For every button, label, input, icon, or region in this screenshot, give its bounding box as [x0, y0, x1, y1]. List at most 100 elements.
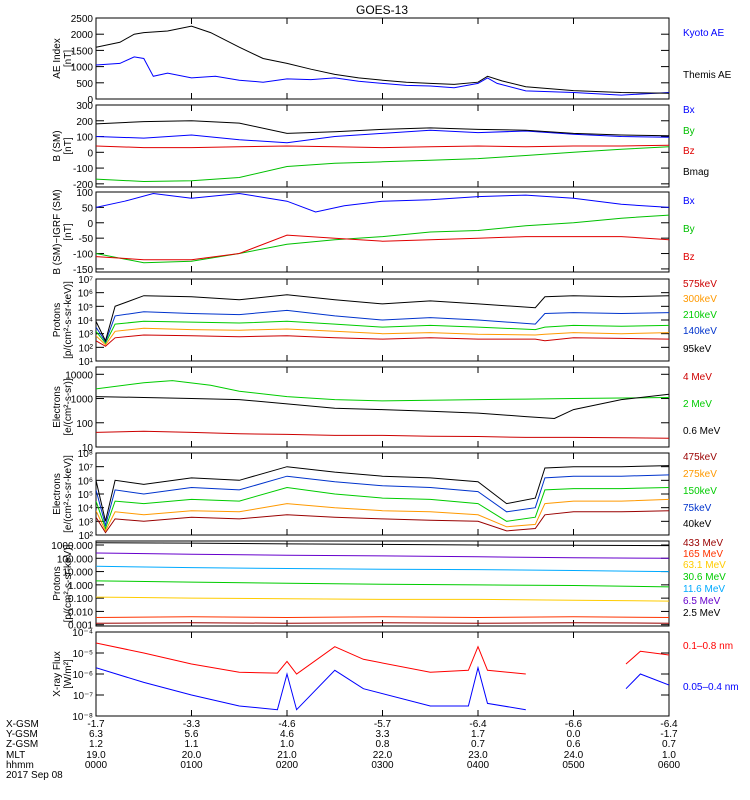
legend-label: 75keV — [683, 503, 712, 514]
y-tick-label: 10⁶ — [78, 476, 93, 487]
y-tick-label: 10⁷ — [78, 275, 93, 286]
legend-label: 140keV — [683, 326, 717, 337]
y-tick-label: 10⁸ — [78, 449, 93, 460]
y-tick-label: 10⁴ — [78, 316, 93, 327]
series-line — [96, 393, 669, 420]
legend-label: 30.6 MeV — [683, 572, 726, 583]
ephemeris-value: 0000 — [85, 760, 108, 771]
ephemeris-row-label: Z-GSM — [6, 739, 38, 750]
ephemeris-value: 6.3 — [89, 729, 103, 740]
ephemeris-value: 0400 — [467, 760, 490, 771]
y-tick-label: 100 — [76, 133, 93, 144]
series-line — [96, 486, 669, 531]
y-tick-label: 1.000 — [68, 581, 93, 592]
y-tick-label: 10⁻⁸ — [72, 712, 93, 723]
y-tick-label: 200 — [76, 117, 93, 128]
legend-label: 150keV — [683, 486, 717, 497]
series-line — [96, 542, 669, 547]
legend-label: Bz — [683, 252, 695, 263]
y-tick-label: 10³ — [79, 330, 94, 341]
y-tick-label: 1000 — [71, 63, 94, 74]
y-axis-label: [p/(cm²-s-sr-keV)] — [63, 544, 74, 622]
ephemeris-value: 0.7 — [471, 739, 485, 750]
y-tick-label: 10⁻⁷ — [73, 691, 93, 702]
y-tick-label: 0 — [87, 95, 93, 106]
ephemeris-value: 1.0 — [662, 750, 676, 761]
ephemeris-row-label: MLT — [6, 750, 25, 761]
legend-label: 300keV — [683, 294, 717, 305]
legend-label: 2.5 MeV — [683, 608, 721, 619]
series-line — [96, 234, 669, 261]
series-line — [96, 129, 669, 144]
series-line — [96, 430, 669, 439]
ephemeris-value: 3.3 — [376, 729, 390, 740]
legend-label: Themis AE — [683, 70, 732, 81]
y-axis-label: B (SM)−IGRF (SM) — [52, 189, 63, 274]
ephemeris-value: 0.8 — [376, 739, 390, 750]
series-line — [96, 320, 669, 345]
ephemeris-value: 1.7 — [471, 729, 485, 740]
series-line — [96, 616, 669, 619]
panel-1: 0 500 1000 1500 2000 2500 AE Index [nT] Kyoto AE… — [52, 14, 732, 106]
ephemeris-row-label: X-GSM — [6, 719, 39, 730]
series-line — [96, 120, 669, 137]
ephemeris-value: 0300 — [371, 760, 394, 771]
ephemeris-value: 21.0 — [277, 750, 297, 761]
ephemeris-value: 4.6 — [280, 729, 294, 740]
ephemeris-value: 1.0 — [280, 739, 294, 750]
panel-frame — [95, 631, 670, 717]
series-line — [96, 665, 669, 711]
chart-title: GOES-13 — [356, 3, 408, 17]
y-tick-label: 100.000 — [57, 554, 94, 565]
series-line — [96, 25, 669, 94]
legend-label: 433 MeV — [683, 538, 723, 549]
ephemeris-value: 0100 — [180, 760, 203, 771]
legend-label: 4 MeV — [683, 372, 712, 383]
ephemeris-value: 20.0 — [182, 750, 202, 761]
series-line — [96, 309, 669, 344]
ephemeris-value: 0600 — [658, 760, 681, 771]
y-tick-label: -150 — [73, 265, 93, 276]
series-line — [96, 596, 669, 602]
series-line — [96, 327, 669, 346]
legend-label: 210keV — [683, 310, 717, 321]
y-tick-label: -200 — [73, 180, 93, 191]
legend-label: 0.05–0.4 nm — [683, 682, 739, 693]
ephemeris-value: 22.0 — [373, 750, 393, 761]
ephemeris-value: 1.1 — [185, 739, 199, 750]
y-tick-label: 0.100 — [68, 594, 93, 605]
panel-2: -200 -100 0 100 200 300 B (SM) [nT] Bx By Bz Bmag — [52, 101, 709, 191]
ephemeris-value: -5.7 — [374, 719, 392, 730]
y-tick-label: -50 — [79, 234, 94, 245]
y-tick-label: 10⁵ — [78, 490, 93, 501]
legend-label: By — [683, 224, 695, 235]
ephemeris-value: 0.0 — [567, 729, 581, 740]
ephemeris-value: 0.7 — [662, 739, 676, 750]
y-axis-label: Protons — [52, 566, 63, 600]
y-tick-label: 10³ — [79, 517, 94, 528]
ephemeris-value: -6.4 — [660, 719, 678, 730]
y-tick-label: 10⁶ — [78, 289, 93, 300]
series-line — [96, 465, 669, 522]
y-axis-label: Electrons — [52, 473, 63, 515]
legend-label: Bmag — [683, 167, 709, 178]
y-tick-label: 10¹ — [79, 357, 94, 368]
series-line — [96, 214, 669, 264]
y-tick-label: 10² — [79, 343, 94, 354]
y-tick-label: 1000.000 — [51, 541, 93, 552]
legend-label: Bx — [683, 105, 695, 116]
panel-4: 10¹ 10² 10³ 10⁴ 10⁵ 10⁶ 10⁷ Protons [p/(cm²-s-sr… — [52, 275, 717, 368]
y-tick-label: 0.001 — [68, 621, 93, 632]
panel-6: 10² 10³ 10⁴ 10⁵ 10⁶ 10⁷ 10⁸ Electrons [e/(cm²-s-… — [52, 449, 717, 542]
series-line — [96, 552, 669, 559]
y-tick-label: 10⁻⁴ — [72, 628, 93, 639]
panel-7: 0.001 0.010 0.100 1.000 10.000 100.000 1000.00… — [51, 538, 726, 632]
legend-label: Kyoto AE — [683, 28, 724, 39]
y-tick-label: 1000 — [71, 395, 94, 406]
y-tick-label: 0 — [87, 219, 93, 230]
ephemeris-value: 19.0 — [86, 750, 106, 761]
panel-frame — [95, 452, 670, 536]
legend-label: 2 MeV — [683, 399, 712, 410]
legend-label: By — [683, 126, 695, 137]
